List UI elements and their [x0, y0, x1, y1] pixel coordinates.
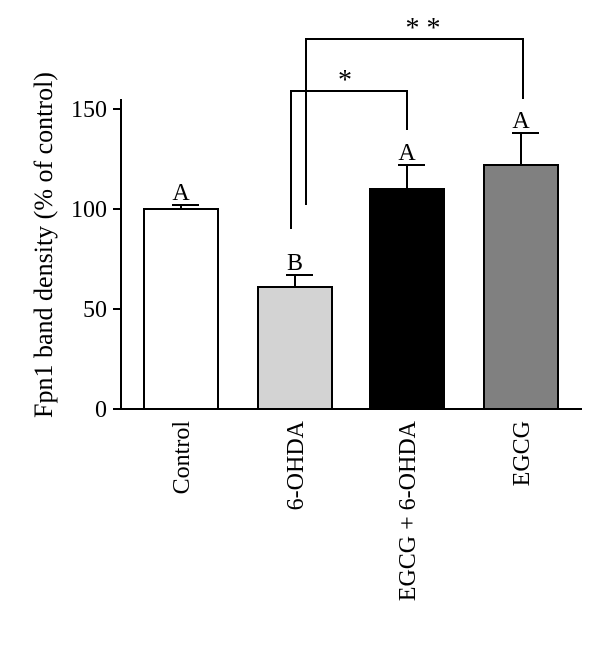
bars: A B A A: [143, 108, 559, 410]
y-tick-label: 100: [71, 197, 107, 223]
x-tick-label: EGCG + 6-OHDA: [395, 420, 421, 601]
group-letter: A: [512, 108, 530, 134]
y-tick-label: 0: [95, 397, 107, 423]
group-letter: B: [287, 250, 303, 276]
significance-bracket: [290, 90, 408, 229]
x-tick-label: EGCG: [509, 421, 535, 486]
bar: [483, 164, 559, 410]
x-tick-label: Control: [169, 421, 195, 495]
significance-brackets: * * *: [290, 13, 524, 229]
significance-label: *: [338, 65, 352, 96]
bar: [257, 286, 333, 410]
bar: [369, 188, 445, 410]
x-axis-labels: Control 6-OHDA EGCG + 6-OHDA EGCG: [169, 420, 535, 601]
y-axis-title: Fpn1 band density (% of control): [29, 72, 58, 418]
y-tick-label: 150: [71, 97, 107, 123]
significance-label: * *: [406, 13, 441, 44]
group-letter: A: [398, 140, 416, 166]
bar: [143, 208, 219, 410]
group-letter: A: [172, 180, 190, 206]
x-tick-label: 6-OHDA: [283, 420, 309, 510]
y-tick-label: 50: [83, 297, 107, 323]
significance-bracket: [305, 38, 524, 205]
